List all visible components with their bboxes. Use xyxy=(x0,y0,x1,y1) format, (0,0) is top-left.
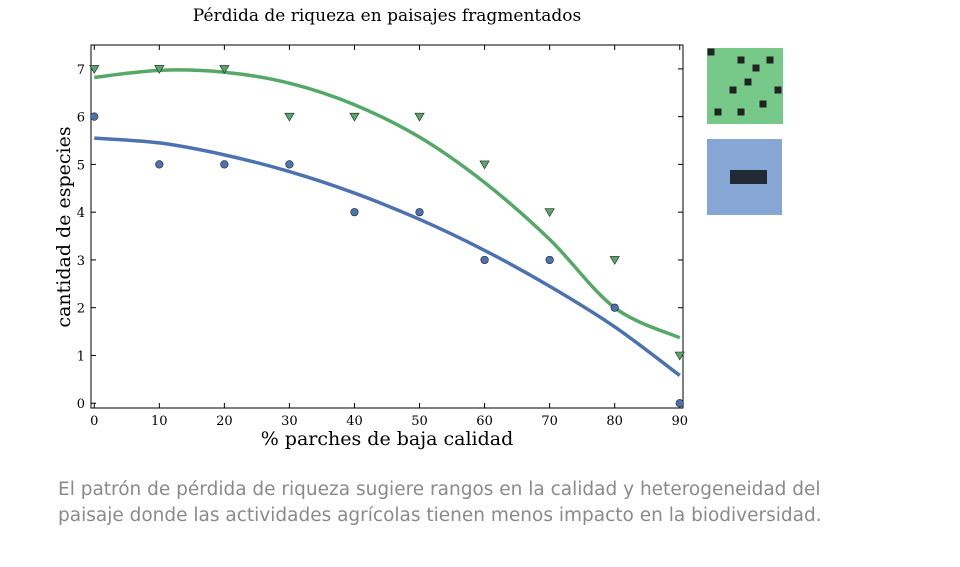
single-block-landscape-icon xyxy=(707,139,782,215)
x-tick-label: 10 xyxy=(151,414,168,429)
patch xyxy=(737,56,745,64)
patch xyxy=(766,56,774,64)
point-series-2 xyxy=(610,303,619,312)
patch xyxy=(744,78,752,86)
plot-frame xyxy=(90,44,684,409)
x-tick-label: 20 xyxy=(216,414,233,429)
fragmented-landscape-icon xyxy=(707,48,783,124)
x-tick-label: 60 xyxy=(476,414,493,429)
caption: El patrón de pérdida de riqueza sugiere … xyxy=(58,477,878,529)
point-series-2 xyxy=(350,208,359,217)
chart-title: Pérdida de riqueza en paisajes fragmenta… xyxy=(193,6,581,26)
patch xyxy=(752,64,760,72)
y-tick-label: 0 xyxy=(77,397,85,412)
x-tick-label: 50 xyxy=(411,414,428,429)
y-tick-label: 3 xyxy=(77,254,85,269)
point-series-2 xyxy=(480,255,489,265)
point-series-2 xyxy=(545,255,554,265)
caption-line-1: El patrón de pérdida de riqueza sugiere … xyxy=(58,479,821,500)
point-series-1 xyxy=(219,65,230,74)
point-series-1 xyxy=(674,351,685,361)
chart: Pérdida de riqueza en paisajes fragmenta… xyxy=(53,6,783,450)
patch xyxy=(737,108,745,116)
point-series-2 xyxy=(155,160,164,169)
data-points xyxy=(89,65,685,408)
y-tick-label: 4 xyxy=(77,206,85,221)
x-tick-label: 80 xyxy=(606,414,623,429)
fit-line-series-2 xyxy=(94,136,681,377)
x-tick-label: 70 xyxy=(541,414,558,429)
x-tick-label: 40 xyxy=(346,414,363,429)
point-series-1 xyxy=(89,65,100,74)
x-axis-label: % parches de baja calidad xyxy=(261,428,514,450)
point-series-2 xyxy=(285,160,294,169)
y-tick-label: 7 xyxy=(77,63,85,78)
point-series-1 xyxy=(479,160,490,170)
y-tick-label: 6 xyxy=(77,111,85,126)
fit-line-series-1 xyxy=(94,68,681,340)
point-series-2 xyxy=(220,160,229,169)
axis-ticks: 0 10 20 30 40 50 60 70 80 90 0 1 2 3 4 5 6 7 xyxy=(77,45,688,429)
y-tick-label: 1 xyxy=(77,349,85,364)
point-series-1 xyxy=(349,112,360,122)
point-series-2 xyxy=(90,112,99,121)
x-tick-label: 30 xyxy=(281,414,298,429)
point-series-1 xyxy=(414,112,425,122)
x-tick-label: 90 xyxy=(671,414,688,429)
fit-lines xyxy=(94,68,681,377)
x-tick-label: 0 xyxy=(90,414,98,429)
caption-line-2: paisaje donde las actividades agrícolas … xyxy=(58,505,822,526)
patch xyxy=(759,100,767,108)
point-series-1 xyxy=(544,208,555,218)
point-series-2 xyxy=(675,399,684,408)
point-series-1 xyxy=(284,112,295,122)
point-series-1 xyxy=(154,65,165,74)
patch xyxy=(729,86,737,94)
point-series-2 xyxy=(415,208,424,217)
patch xyxy=(774,86,782,94)
patch xyxy=(714,108,722,116)
y-tick-label: 5 xyxy=(77,158,85,173)
y-axis-label: cantidad de especies xyxy=(53,126,75,327)
point-series-1 xyxy=(609,256,620,265)
y-tick-label: 2 xyxy=(77,302,85,317)
patch xyxy=(707,48,715,56)
